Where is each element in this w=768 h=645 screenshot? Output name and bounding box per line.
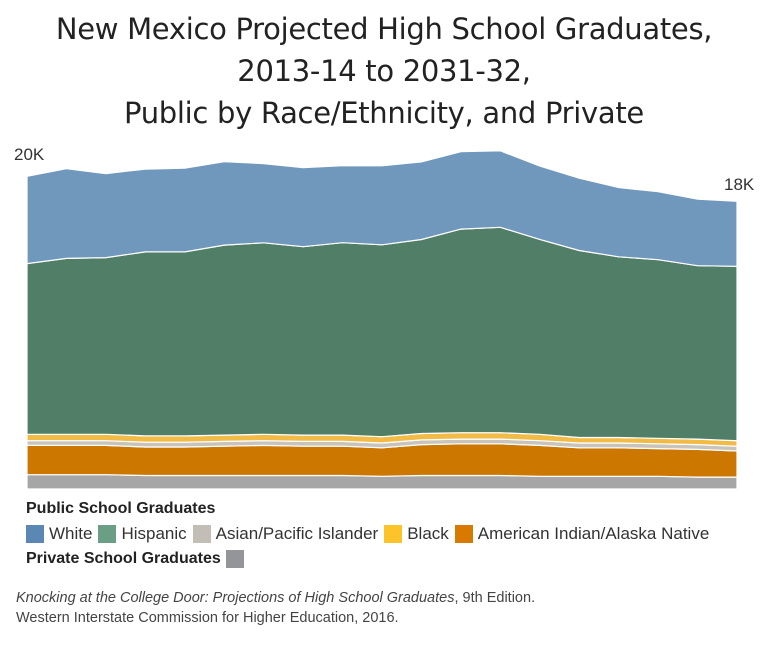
- end-total-label: 18K: [724, 175, 755, 194]
- legend-swatch-private: [225, 550, 244, 568]
- legend-swatch: [192, 525, 211, 543]
- chart-title: New Mexico Projected High School Graduat…: [0, 8, 768, 134]
- title-line-2: 2013-14 to 2031-32,: [237, 54, 531, 88]
- legend-swatch: [26, 525, 44, 543]
- stacked-area-chart: 20K 18K: [14, 145, 755, 490]
- source-note: Knocking at the College Door: Projection…: [16, 588, 535, 628]
- legend-label: White: [49, 524, 93, 543]
- legend-private: Private School Graduates: [26, 550, 715, 568]
- legend-item-black: Black: [384, 524, 449, 544]
- source-title: Knocking at the College Door: Projection…: [16, 590, 455, 606]
- legend-item-american-indian-alaska-native: American Indian/Alaska Native: [454, 524, 710, 544]
- source-publisher: Western Interstate Commission for Higher…: [16, 610, 399, 626]
- area-hispanic: [26, 226, 738, 442]
- title-line-1: New Mexico Projected High School Graduat…: [55, 12, 713, 46]
- legend-swatch: [384, 525, 403, 543]
- source-edition: , 9th Edition.: [454, 590, 536, 606]
- legend-label: Asian/Pacific Islander: [215, 524, 379, 543]
- area-american-indian-alaska-native: [26, 443, 738, 478]
- legend-public-items: White Hispanic Asian/Pacific Islander Black…: [26, 524, 715, 544]
- legend-label: Hispanic: [121, 524, 187, 543]
- legend-swatch: [454, 525, 473, 543]
- legend-public-heading: Public School Graduates: [26, 500, 216, 517]
- legend-item-hispanic: Hispanic: [98, 524, 187, 544]
- legend-item-white: White: [26, 524, 92, 544]
- start-total-label: 20K: [14, 145, 45, 164]
- legend-label: American Indian/Alaska Native: [477, 524, 710, 543]
- area-white: [26, 150, 738, 267]
- legend-label: Black: [407, 524, 449, 543]
- legend-item-asian-pacific-islander: Asian/Pacific Islander: [192, 524, 379, 544]
- title-line-3: Public by Race/Ethnicity, and Private: [124, 96, 644, 130]
- legend: Public School Graduates White Hispanic Asi…: [26, 500, 715, 568]
- legend-private-label: Private School Graduates: [26, 550, 221, 567]
- legend-swatch: [98, 525, 117, 543]
